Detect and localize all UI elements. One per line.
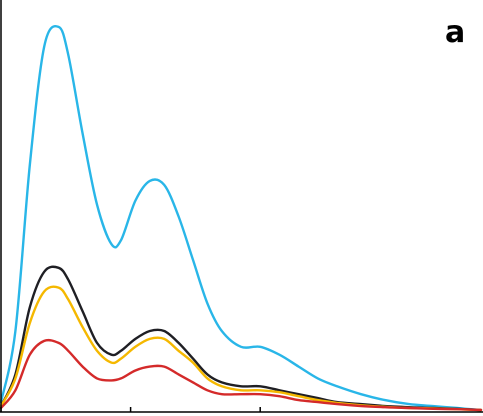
series-layer [0,24,483,412]
series-line-3 [0,285,483,412]
series-line-2 [0,265,483,412]
series-line-4 [0,338,483,412]
series-line-1 [0,24,483,412]
panel-label: a [445,15,465,50]
